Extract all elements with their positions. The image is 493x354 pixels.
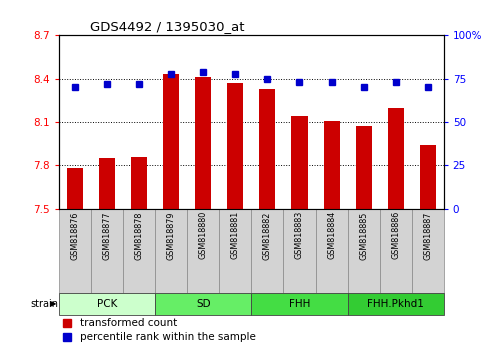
Bar: [155, 209, 187, 293]
Text: GSM818883: GSM818883: [295, 211, 304, 259]
Text: PCK: PCK: [97, 299, 117, 309]
Bar: [348, 293, 444, 314]
Bar: [412, 209, 444, 293]
Bar: [251, 209, 283, 293]
Bar: [99, 158, 115, 209]
Bar: [163, 74, 179, 209]
Text: FHH.Pkhd1: FHH.Pkhd1: [367, 299, 424, 309]
Bar: [316, 209, 348, 293]
Bar: [67, 168, 83, 209]
Text: GDS4492 / 1395030_at: GDS4492 / 1395030_at: [90, 20, 245, 33]
Bar: [420, 145, 436, 209]
Text: GSM818887: GSM818887: [423, 211, 432, 259]
Bar: [131, 157, 147, 209]
Text: strain: strain: [31, 299, 59, 309]
Bar: [251, 293, 348, 314]
Bar: [283, 209, 316, 293]
Bar: [195, 77, 211, 209]
Text: GSM818877: GSM818877: [103, 211, 112, 260]
Text: GSM818880: GSM818880: [199, 211, 208, 259]
Text: GSM818886: GSM818886: [391, 211, 400, 259]
Text: GSM818881: GSM818881: [231, 211, 240, 259]
Bar: [323, 121, 340, 209]
Bar: [227, 83, 244, 209]
Text: SD: SD: [196, 299, 211, 309]
Text: GSM818882: GSM818882: [263, 211, 272, 259]
Bar: [259, 89, 276, 209]
Text: GSM818878: GSM818878: [135, 211, 144, 259]
Bar: [355, 126, 372, 209]
Bar: [123, 209, 155, 293]
Text: GSM818876: GSM818876: [70, 211, 80, 259]
Bar: [291, 116, 308, 209]
Bar: [219, 209, 251, 293]
Text: transformed count: transformed count: [80, 318, 177, 327]
Text: GSM818885: GSM818885: [359, 211, 368, 259]
Bar: [91, 209, 123, 293]
Bar: [348, 209, 380, 293]
Bar: [187, 209, 219, 293]
Bar: [59, 209, 91, 293]
Bar: [387, 108, 404, 209]
Text: GSM818879: GSM818879: [167, 211, 176, 260]
Bar: [155, 293, 251, 314]
Bar: [59, 293, 155, 314]
Text: percentile rank within the sample: percentile rank within the sample: [80, 332, 256, 342]
Text: GSM818884: GSM818884: [327, 211, 336, 259]
Text: FHH: FHH: [289, 299, 310, 309]
Bar: [380, 209, 412, 293]
